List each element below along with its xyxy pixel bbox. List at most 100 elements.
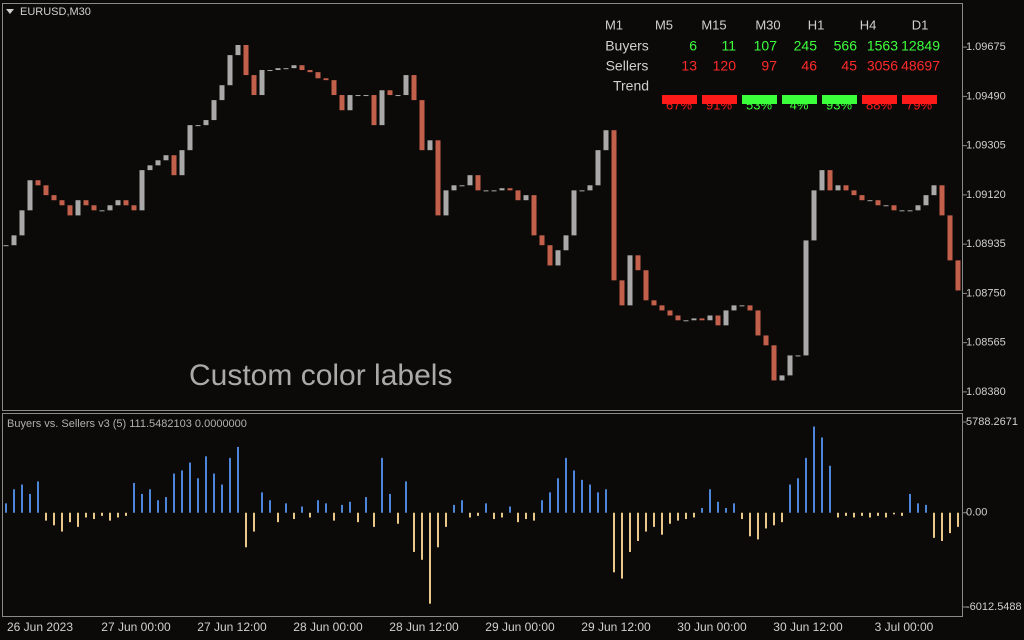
- candle: [75, 200, 81, 216]
- annotation: Custom color labels: [189, 359, 452, 392]
- buyers-value: 1563: [867, 38, 898, 54]
- histogram-bar: [5, 503, 7, 513]
- candle: [867, 200, 873, 202]
- histogram-bar: [357, 512, 359, 523]
- histogram-bar: [405, 481, 407, 513]
- y-tick-label: 1.09490: [966, 90, 1006, 102]
- histogram-bar: [93, 512, 95, 520]
- candle: [363, 95, 369, 97]
- histogram-bar: [669, 512, 671, 524]
- histogram-bar: [189, 462, 191, 513]
- histogram-bar: [725, 508, 727, 513]
- column-header: M1: [605, 17, 623, 32]
- y-tick-label: 1.09120: [966, 189, 1006, 201]
- histogram-bar: [213, 473, 215, 513]
- histogram-bar: [181, 470, 183, 513]
- histogram-bar: [757, 512, 759, 540]
- buyers-value: 12849: [901, 38, 940, 54]
- candle: [931, 185, 937, 196]
- histogram-bar: [549, 492, 551, 513]
- sellers-value: 3056: [867, 58, 898, 74]
- histogram-bar: [325, 503, 327, 513]
- histogram-bar: [941, 512, 943, 541]
- candle: [3, 245, 9, 247]
- sellers-value: 45: [841, 58, 857, 74]
- histogram-bar: [517, 512, 519, 523]
- histogram-bar: [221, 484, 223, 513]
- candle: [347, 95, 353, 111]
- column-header: D1: [912, 17, 929, 32]
- candle: [483, 190, 489, 192]
- candle: [331, 80, 337, 96]
- histogram-bar: [429, 512, 431, 604]
- candle: [339, 95, 345, 111]
- candle: [243, 44, 249, 76]
- candle: [763, 335, 769, 346]
- candle: [595, 150, 601, 186]
- candle: [539, 235, 545, 246]
- x-tick-label: 29 Jun 12:00: [581, 620, 651, 634]
- histogram-bar: [197, 478, 199, 513]
- candle: [755, 310, 761, 336]
- buyers-value: 566: [834, 38, 858, 54]
- x-tick-label: 28 Jun 12:00: [389, 620, 459, 634]
- x-tick-label: 26 Jun 2023: [7, 620, 73, 634]
- candle: [291, 65, 297, 69]
- histogram-bar: [373, 512, 375, 527]
- histogram-bar: [597, 492, 599, 513]
- histogram-bar: [253, 512, 255, 532]
- candle: [451, 185, 457, 191]
- histogram-bar: [813, 426, 815, 513]
- candle: [91, 205, 97, 211]
- histogram-bar: [309, 512, 311, 518]
- histogram-bar: [349, 501, 351, 513]
- histogram-bar: [69, 512, 71, 523]
- candle: [195, 125, 201, 127]
- candle: [147, 165, 153, 171]
- histogram-bar: [469, 512, 471, 518]
- histogram-bar: [77, 512, 79, 527]
- histogram-bar: [381, 457, 383, 513]
- column-header: M5: [655, 17, 673, 32]
- candle: [235, 44, 241, 56]
- histogram-bar: [125, 512, 127, 516]
- trend-bar: [782, 95, 817, 104]
- candle: [627, 255, 633, 306]
- histogram-bar: [285, 503, 287, 513]
- histogram-bar: [837, 512, 839, 518]
- histogram-bar: [845, 512, 847, 516]
- x-tick-label: 30 Jun 12:00: [773, 620, 843, 634]
- candle: [123, 200, 129, 206]
- histogram-bar: [901, 512, 903, 516]
- histogram-bar: [101, 512, 103, 516]
- candle: [683, 320, 689, 322]
- trend-bar: [702, 95, 737, 104]
- candle: [107, 205, 113, 211]
- candle: [227, 55, 233, 86]
- candle: [635, 255, 641, 271]
- histogram-bar: [877, 512, 879, 516]
- column-header: M30: [755, 17, 780, 32]
- histogram-bar: [477, 512, 479, 516]
- candle: [547, 245, 553, 266]
- histogram-bar: [565, 457, 567, 513]
- histogram-bar: [885, 512, 887, 518]
- column-header: H4: [860, 17, 877, 32]
- histogram-bar: [493, 512, 495, 520]
- row-label: Sellers: [606, 58, 649, 74]
- y-tick-label: 1.08750: [966, 287, 1006, 299]
- column-header: H1: [808, 17, 825, 32]
- candle: [59, 200, 65, 206]
- candle: [459, 185, 465, 187]
- candle: [275, 68, 281, 71]
- menu-arrow[interactable]: [6, 9, 14, 14]
- histogram-bar: [13, 489, 15, 513]
- histogram-bar: [485, 503, 487, 513]
- candle: [619, 280, 625, 306]
- candle: [643, 270, 649, 301]
- histogram-bar: [173, 473, 175, 513]
- histogram-bar: [141, 493, 143, 513]
- candle: [283, 68, 289, 70]
